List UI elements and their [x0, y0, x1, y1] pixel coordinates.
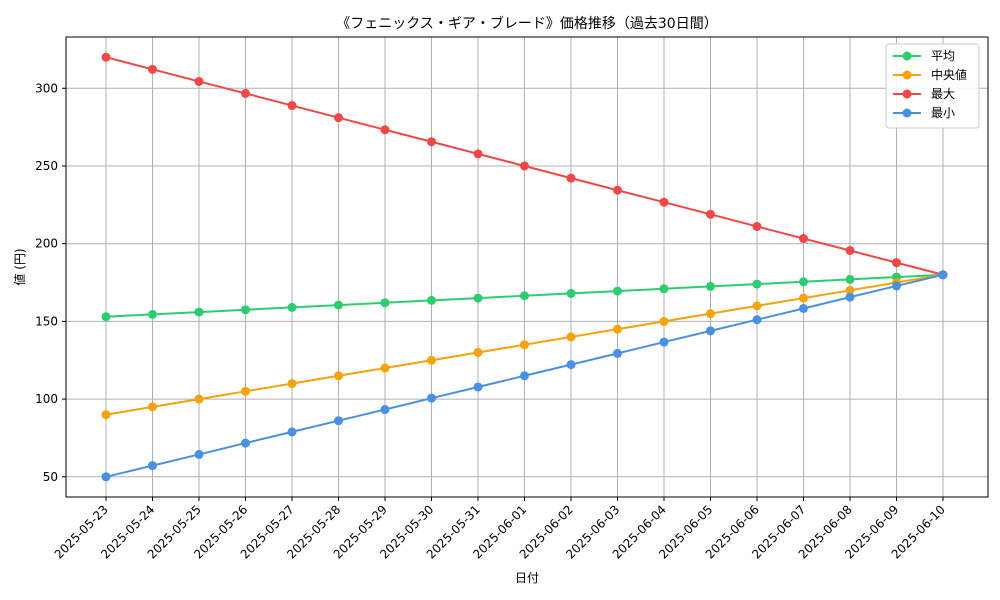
- data-point: [101, 312, 111, 322]
- data-point: [148, 461, 157, 471]
- data-point: [287, 379, 297, 389]
- legend-box: [885, 43, 980, 129]
- data-point: [473, 149, 483, 159]
- y-tick-label: 150: [35, 314, 58, 328]
- y-tick-label: 300: [35, 81, 58, 95]
- data-point: [799, 303, 808, 313]
- data-point: [659, 284, 669, 294]
- data-point: [380, 298, 390, 308]
- data-point: [287, 427, 297, 437]
- data-point: [892, 258, 901, 268]
- legend-marker: [902, 108, 912, 118]
- data-point: [845, 274, 855, 284]
- data-point: [752, 315, 762, 325]
- data-point: [752, 279, 762, 289]
- data-point: [427, 393, 436, 403]
- data-point: [101, 410, 111, 420]
- data-point: [845, 246, 855, 256]
- data-point: [706, 326, 715, 336]
- legend-marker: [902, 89, 912, 99]
- data-point: [380, 125, 390, 135]
- data-point: [566, 288, 576, 298]
- data-point: [427, 295, 436, 305]
- grid: [66, 37, 988, 497]
- data-point: [380, 405, 390, 415]
- data-point: [659, 316, 669, 326]
- data-point: [752, 301, 762, 311]
- data-point: [241, 88, 250, 98]
- data-point: [194, 394, 204, 404]
- data-point: [287, 101, 297, 111]
- x-axis-title: 日付: [515, 571, 539, 585]
- legend-marker: [902, 70, 912, 80]
- data-point: [613, 286, 622, 296]
- data-point: [427, 137, 436, 147]
- data-point: [334, 113, 343, 123]
- data-point: [659, 337, 669, 347]
- y-tick-label: 200: [35, 237, 58, 251]
- data-point: [845, 292, 855, 302]
- data-point: [520, 340, 529, 350]
- data-point: [845, 285, 855, 295]
- data-point: [241, 386, 250, 396]
- data-point: [566, 360, 576, 370]
- data-point: [799, 293, 808, 303]
- data-point: [148, 64, 157, 74]
- data-point: [706, 209, 715, 219]
- data-point: [520, 371, 529, 381]
- y-axis-ticks: 50 100 150 200 250 300: [35, 81, 66, 484]
- data-point: [613, 324, 622, 334]
- data-point: [148, 402, 157, 412]
- data-point: [194, 76, 204, 86]
- data-point: [334, 300, 343, 310]
- legend-label: 中央値: [931, 67, 967, 82]
- data-point: [613, 348, 622, 358]
- data-point: [706, 309, 715, 319]
- data-point: [101, 472, 111, 482]
- data-point: [287, 302, 297, 312]
- data-point: [473, 347, 483, 357]
- series-layer: [101, 52, 948, 482]
- data-point: [101, 52, 111, 62]
- y-tick-label: 250: [35, 159, 58, 173]
- data-point: [520, 291, 529, 301]
- chart-title: 《フェニックス・ギア・ブレード》価格推移（過去30日間）: [336, 15, 717, 32]
- data-point: [334, 416, 343, 426]
- data-point: [659, 197, 669, 207]
- data-point: [473, 382, 483, 392]
- data-point: [380, 363, 390, 373]
- y-tick-label: 100: [35, 392, 58, 406]
- data-point: [520, 161, 529, 171]
- data-point: [241, 438, 250, 448]
- data-point: [752, 221, 762, 231]
- y-axis-title: 値 (円): [12, 248, 27, 285]
- data-point: [799, 234, 808, 244]
- data-point: [334, 371, 343, 381]
- x-axis-ticks: 2025-05-232025-05-242025-05-252025-05-26…: [52, 497, 948, 562]
- data-point: [799, 277, 808, 287]
- data-point: [473, 293, 483, 303]
- data-point: [194, 449, 204, 459]
- legend-label: 最小: [931, 106, 955, 120]
- legend-label: 最大: [931, 87, 955, 101]
- legend-marker: [902, 51, 912, 61]
- data-point: [892, 281, 901, 291]
- plot-frame: [65, 36, 989, 498]
- legend-label: 平均: [931, 49, 955, 63]
- data-point: [566, 173, 576, 183]
- data-point: [566, 332, 576, 342]
- data-point: [938, 270, 948, 280]
- y-tick-label: 50: [43, 470, 58, 484]
- data-point: [148, 309, 157, 319]
- data-point: [706, 281, 715, 291]
- data-point: [241, 305, 250, 315]
- data-point: [194, 307, 204, 317]
- data-point: [427, 355, 436, 365]
- data-point: [613, 185, 622, 195]
